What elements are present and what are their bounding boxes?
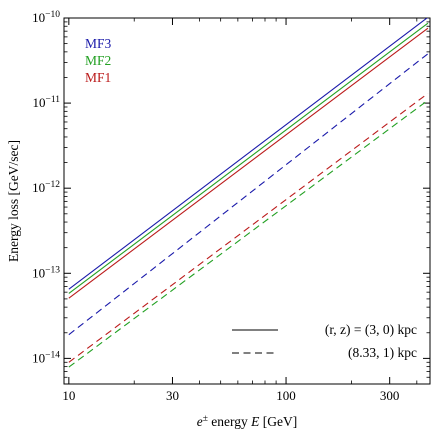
x-tick-label: 30 (166, 388, 179, 403)
y-tick-label: 10−14 (32, 350, 60, 365)
legend-label-dashed: (8.33, 1) kpc (348, 345, 417, 360)
y-tick-label: 10−10 (32, 10, 60, 25)
y-tick-label: 10−12 (32, 180, 60, 195)
series-line-mf1-dashed (68, 92, 429, 363)
series-line-mf2-solid (68, 22, 429, 294)
x-tick-label: 300 (380, 388, 400, 403)
y-tick-label: 10−13 (32, 265, 60, 280)
x-tick-label: 10 (62, 388, 75, 403)
x-axis-title: e± energy E [GeV] (197, 414, 298, 429)
series-layer (68, 18, 429, 368)
legend-label-mf2: MF2 (85, 53, 111, 68)
series-legend: MF3 MF2 MF1 (85, 36, 112, 85)
line-style-legend: (r, z) = (3, 0) kpc (8.33, 1) kpc (232, 322, 417, 360)
y-axis-title: Energy loss [GeV/sec] (6, 140, 21, 262)
series-line-mf2-dashed (68, 99, 429, 368)
legend-label-mf3: MF3 (85, 36, 112, 51)
series-line-mf3-solid (68, 18, 428, 290)
y-tick-label: 10−11 (32, 95, 60, 110)
legend-label-mf1: MF1 (85, 70, 111, 85)
series-line-mf1-solid (68, 27, 429, 299)
ticks-layer (64, 17, 430, 385)
legend-label-solid: (r, z) = (3, 0) kpc (325, 322, 417, 337)
tick-labels-layer: 10 30 100 300 10−14 10−13 10−12 10−11 10−10 (32, 10, 399, 403)
x-tick-label: 100 (276, 388, 296, 403)
series-line-mf3-dashed (68, 53, 429, 336)
